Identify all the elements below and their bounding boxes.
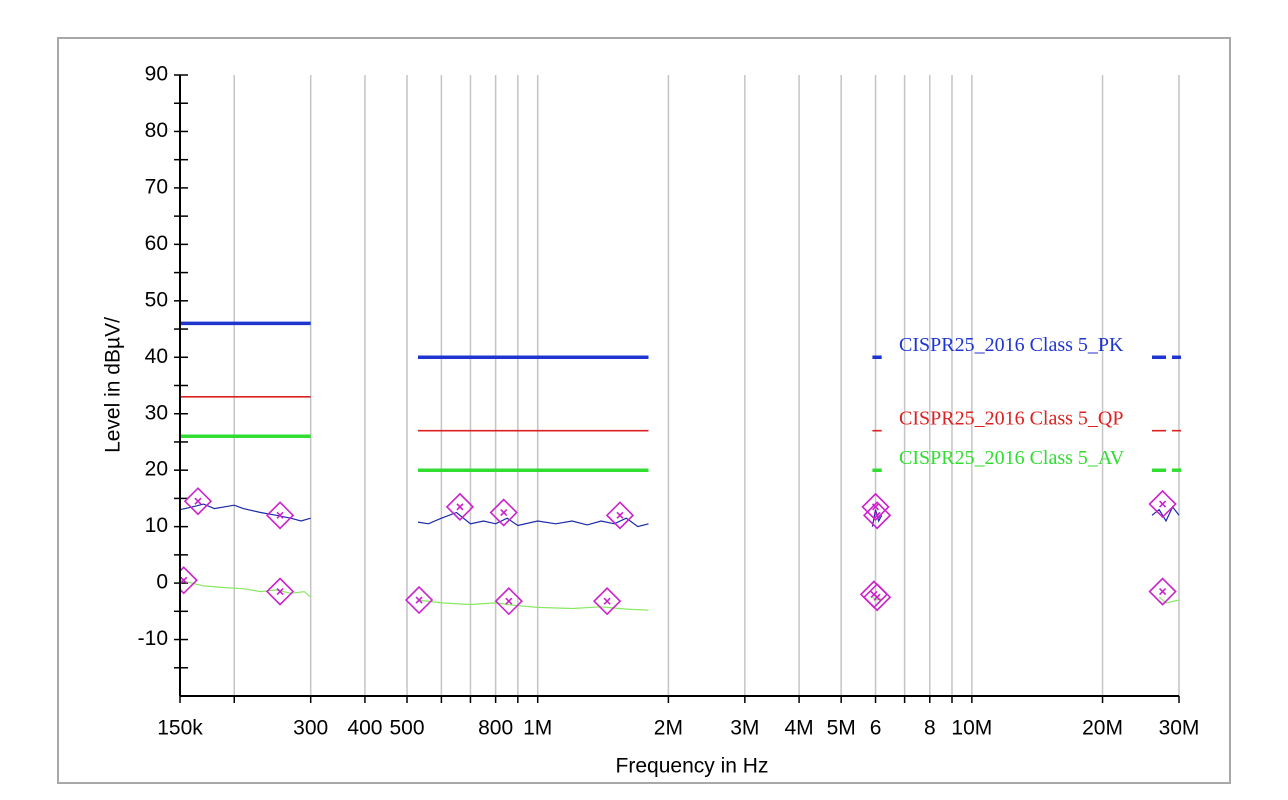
marker-cross [276,587,284,596]
y-tick-label: 10 [145,514,168,537]
x-tick-label: 800 [478,717,513,740]
x-axis-label: Frequency in Hz [616,755,769,778]
marker-diamond [862,583,892,612]
marker-cross [194,497,202,505]
marker-cross [1159,587,1167,596]
y-tick-label: 90 [145,63,168,86]
marker-cross [873,511,881,519]
marker [862,583,892,612]
marker-cross [276,511,284,519]
limit-line [180,396,1166,432]
marker-diamond [445,492,475,522]
plot-area: CISPR25_2016 Class 5_PK CISPR25_2016 Clas… [180,321,1181,616]
x-tick-label: 8 [924,717,936,740]
marker [592,587,622,616]
y-tick-label: 80 [145,119,168,142]
limit-line [180,434,1166,472]
frame [57,37,1231,784]
y-tick-label: -10 [138,627,168,650]
marker [404,585,434,615]
marker [445,492,475,522]
marker-cross [500,508,508,517]
marker-diamond [861,492,890,522]
y-tick-label: 50 [145,288,168,311]
marker-diamond [1148,577,1177,606]
x-tick-label: 10M [951,717,992,740]
limit-line [180,321,1166,360]
marker-diamond [489,498,518,527]
marker [1148,489,1177,519]
x-tick-label: 5M [827,717,856,740]
trace-line [180,503,1180,528]
marker [183,487,213,516]
x-tick-label: 300 [293,717,328,740]
marker-cross [1159,500,1167,508]
trace-line [180,579,1180,611]
marker [862,501,892,530]
marker-cross [603,597,611,605]
marker [265,501,295,530]
marker [494,587,523,616]
x-tick-label: 1M [523,717,552,740]
marker-diamond [862,501,892,530]
y-tick-label: 20 [145,458,168,481]
marker-diamond [494,587,523,616]
y-tick-label: 70 [145,175,168,198]
marker-diamond [265,501,295,530]
x-tick-label: 3M [730,717,759,740]
marker-diamond [404,585,434,615]
x-tick-label: 20M [1082,717,1123,740]
x-tick-label: 400 [347,717,382,740]
marker-cross [415,596,423,604]
series-label: CISPR25_2016 Class 5_PK [899,334,1124,356]
marker-diamond [183,487,213,516]
y-tick-label: 60 [145,232,168,255]
marker-cross [505,597,513,605]
y-tick-label: 40 [145,345,168,368]
marker [489,498,518,527]
marker-diamond [265,577,295,606]
marker-diamond [1148,489,1177,519]
marker-diamond [605,501,635,530]
marker-diamond [180,566,198,595]
x-tick-label: 500 [389,717,424,740]
x-tick-label: 6 [870,717,882,740]
marker-cross [616,511,624,519]
series-label: CISPR25_2016 Class 5_AV [899,447,1125,469]
marker-cross [180,576,188,584]
marker [180,566,198,595]
marker [265,577,295,606]
x-tick-label: 30M [1159,717,1200,740]
marker [605,501,635,530]
x-tick-label: 150k [157,717,203,740]
y-tick-label: 30 [145,401,168,424]
grid [174,74,1180,703]
y-tick-label: 0 [156,571,168,594]
marker-cross [873,593,881,601]
marker-diamond [592,587,622,616]
marker-cross [456,503,464,511]
series-label: CISPR25_2016 Class 5_QP [899,407,1124,429]
y-axis-label: Level in dBµV/ [102,317,125,453]
x-tick-label: 4M [784,717,813,740]
marker [1148,577,1177,606]
x-tick-label: 2M [654,717,683,740]
